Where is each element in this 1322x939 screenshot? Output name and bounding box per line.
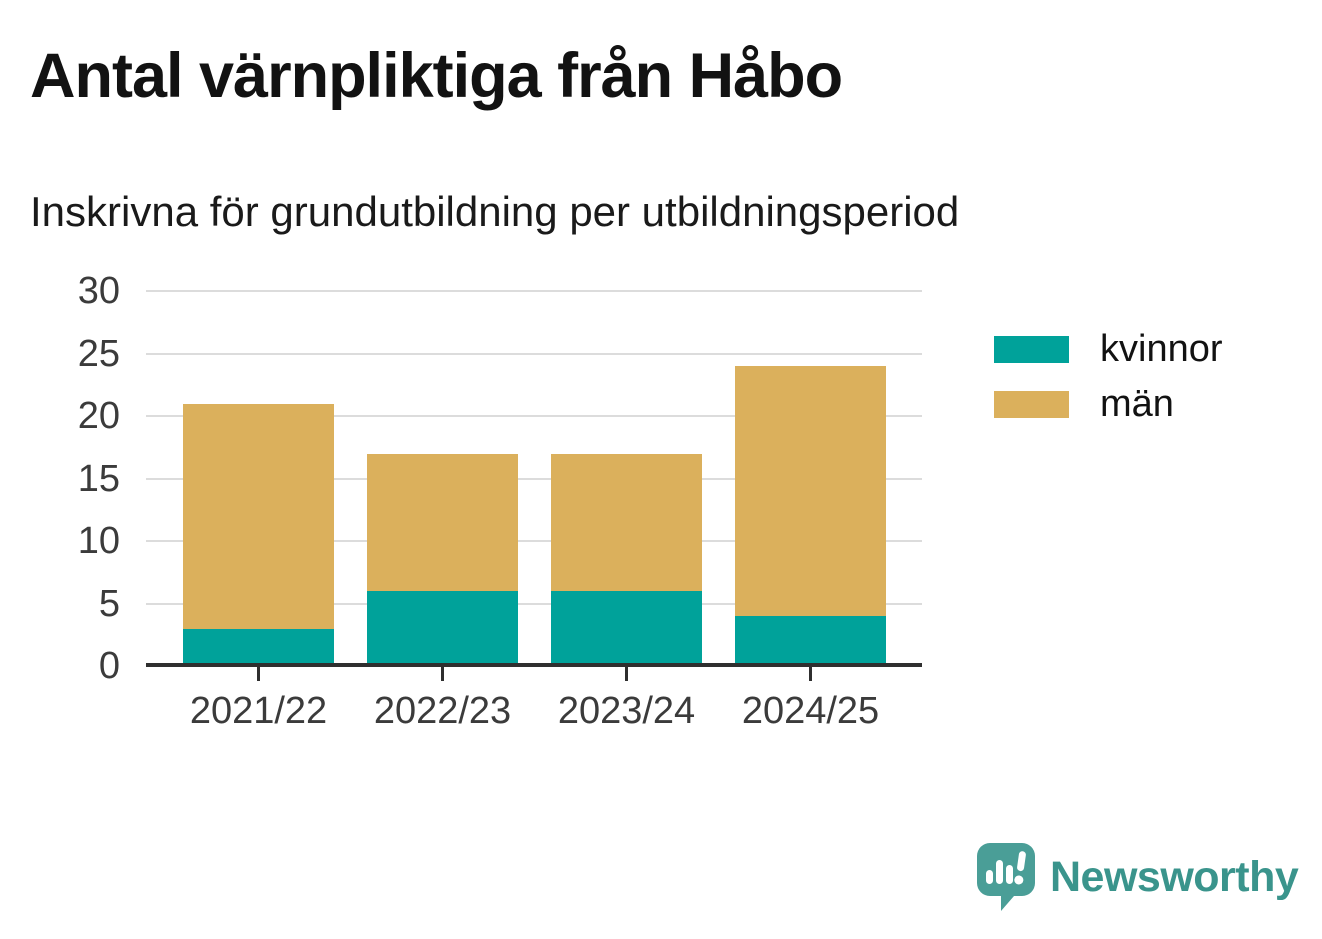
bar-segment-kvinnor-2024/25 bbox=[735, 616, 886, 666]
legend-swatch-man bbox=[994, 391, 1069, 418]
y-axis-label-0: 0 bbox=[98, 645, 120, 687]
legend-label-kvinnor: kvinnor bbox=[1100, 328, 1223, 370]
x-axis-label-2023/24: 2023/24 bbox=[557, 690, 696, 732]
x-axis-label-2021/22: 2021/22 bbox=[189, 690, 328, 732]
y-axis-label-20: 20 bbox=[77, 395, 120, 437]
y-axis-label-10: 10 bbox=[77, 520, 120, 562]
brand-footer: Newsworthy bbox=[977, 843, 1299, 911]
x-axis-label-2022/23: 2022/23 bbox=[373, 690, 512, 732]
legend-item-kvinnor: kvinnor bbox=[994, 329, 1314, 369]
x-axis-tick-2023/24 bbox=[625, 667, 628, 681]
y-axis-label-30: 30 bbox=[77, 270, 120, 312]
y-axis-label-25: 25 bbox=[77, 332, 120, 375]
brand-name: Newsworthy bbox=[1050, 852, 1299, 901]
bar-segment-kvinnor-2023/24 bbox=[551, 591, 702, 666]
legend-label-man: män bbox=[1100, 383, 1174, 425]
gridline-5 bbox=[146, 602, 922, 605]
y-axis-label-5: 5 bbox=[98, 582, 120, 625]
newsworthy-logo-icon bbox=[977, 843, 1035, 911]
bar-segment-kvinnor-2021/22 bbox=[183, 628, 334, 666]
x-axis-tick-2022/23 bbox=[441, 667, 444, 681]
y-axis-label-15: 15 bbox=[77, 457, 120, 500]
gridline-20 bbox=[146, 415, 922, 417]
chart-subtitle: Inskrivna för grundutbildning per utbild… bbox=[30, 188, 960, 235]
bar-segment-män-2024/25 bbox=[735, 366, 886, 616]
x-axis-line bbox=[146, 663, 922, 667]
bar-segment-män-2021/22 bbox=[183, 403, 334, 629]
bar-segment-män-2022/23 bbox=[367, 453, 518, 591]
x-axis-tick-2024/25 bbox=[809, 667, 812, 681]
x-axis-label-2024/25: 2024/25 bbox=[741, 690, 880, 732]
gridline-15 bbox=[146, 477, 922, 480]
chart-title: Antal värnpliktiga från Håbo bbox=[30, 41, 843, 111]
bar-segment-kvinnor-2022/23 bbox=[367, 591, 518, 666]
x-axis-tick-2021/22 bbox=[257, 667, 260, 681]
bar-segment-män-2023/24 bbox=[551, 453, 702, 591]
gridline-10 bbox=[146, 540, 922, 542]
legend-swatch-kvinnor bbox=[994, 336, 1069, 363]
gridline-25 bbox=[146, 352, 922, 355]
legend-item-man: män bbox=[994, 384, 1314, 424]
gridline-30 bbox=[146, 290, 922, 292]
